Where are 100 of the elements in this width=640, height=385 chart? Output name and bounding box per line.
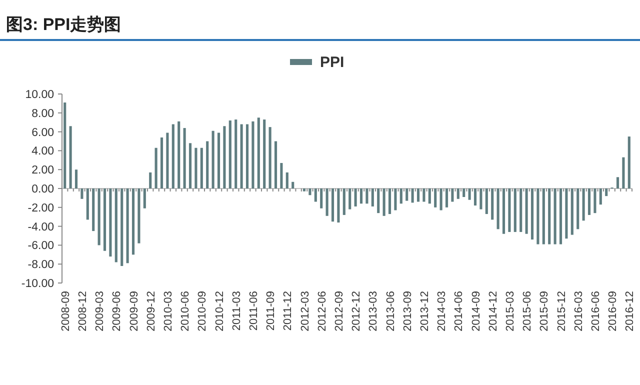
bar [468, 188, 471, 200]
y-tick-label: 2.00 [32, 164, 54, 177]
x-tick-label: 2013-06 [384, 291, 397, 332]
bar [234, 120, 238, 188]
x-tick-label: 2015-06 [522, 291, 534, 332]
bar [228, 120, 232, 188]
bar [480, 188, 482, 210]
x-tick-label: 2015-09 [538, 291, 551, 332]
bar [160, 137, 164, 188]
bar [348, 188, 352, 210]
bar [92, 188, 95, 232]
x-tick-label: 2009-06 [111, 291, 124, 332]
x-tick-label: 2009-09 [128, 291, 140, 332]
bar [217, 132, 220, 188]
bar [594, 188, 596, 214]
bar [114, 188, 118, 262]
bar [548, 188, 551, 244]
legend-label: PPI [320, 54, 344, 71]
bar [559, 188, 562, 244]
x-tick-label: 2011-12 [282, 291, 294, 331]
bar [143, 188, 146, 208]
bar [200, 148, 203, 188]
y-tick-label: 10.00 [25, 89, 54, 101]
x-tick-label: 2014-06 [453, 291, 466, 332]
x-tick-label: 2009-12 [145, 291, 158, 332]
bar [132, 188, 135, 255]
bar [64, 102, 66, 188]
bar [280, 162, 283, 188]
bar [451, 188, 454, 202]
bar [154, 148, 158, 188]
bar [445, 188, 448, 208]
bar [616, 177, 620, 188]
bar [428, 188, 431, 204]
chart-title: 图3: PPI走势图 [6, 15, 122, 34]
bar [314, 188, 317, 202]
bar [98, 188, 100, 246]
bar [188, 143, 192, 188]
x-tick-label: 2013-12 [418, 291, 431, 332]
x-tick-label: 2010-12 [214, 291, 226, 332]
bar [320, 188, 323, 208]
bar [394, 188, 397, 210]
bar [474, 188, 477, 206]
bar [456, 188, 460, 199]
bar [400, 188, 402, 204]
x-tick-label: 2014-12 [487, 291, 500, 332]
bar [502, 188, 506, 234]
bar [274, 141, 278, 188]
bar [514, 188, 516, 232]
bar [263, 120, 266, 188]
bar [337, 188, 340, 223]
bar [166, 132, 169, 188]
bar [286, 172, 288, 188]
bar [212, 130, 214, 188]
bar [416, 188, 420, 202]
y-tick-label: 4.00 [32, 146, 54, 158]
bar [206, 141, 209, 188]
bar [496, 188, 500, 230]
bar [411, 188, 414, 203]
bar [485, 188, 488, 214]
bar [434, 188, 437, 208]
x-tick-label: 2012-06 [316, 291, 328, 332]
x-tick-label: 2008-12 [76, 291, 89, 332]
bar [582, 188, 585, 221]
x-tick-label: 2010-06 [180, 291, 192, 332]
bar [525, 188, 528, 234]
bar [69, 126, 72, 188]
bar [554, 188, 556, 244]
y-tick-label: -2.00 [28, 202, 54, 214]
bar [360, 188, 363, 204]
bar [536, 188, 540, 244]
bar [126, 188, 129, 264]
bar [331, 188, 334, 222]
bar [366, 188, 368, 204]
bar [588, 188, 591, 215]
bar [491, 188, 494, 220]
y-tick-label: -6.00 [28, 240, 54, 252]
bar [576, 188, 580, 230]
bar [508, 188, 511, 232]
x-tick-label: 2012-12 [350, 291, 363, 332]
bar [223, 126, 226, 188]
x-tick-label: 2008-09 [60, 291, 72, 332]
bar [252, 121, 254, 188]
x-tick-label: 2012-03 [299, 291, 312, 332]
bar [628, 136, 630, 188]
x-tick-label: 2014-03 [436, 291, 448, 332]
bar [74, 170, 78, 188]
x-tick-label: 2015-12 [556, 291, 568, 332]
x-tick-label: 2012-09 [333, 291, 346, 332]
x-tick-label: 2011-03 [230, 291, 243, 331]
x-tick-label: 2014-09 [470, 291, 482, 332]
bar [109, 188, 112, 257]
x-tick-label: 2010-03 [162, 291, 174, 332]
bar [377, 188, 380, 214]
bar [103, 188, 106, 251]
x-tick-label: 2010-09 [196, 291, 209, 332]
bar [257, 118, 260, 188]
bar [194, 148, 198, 188]
x-tick-label: 2011-09 [265, 291, 278, 331]
bar [268, 127, 272, 188]
bar [422, 188, 426, 202]
